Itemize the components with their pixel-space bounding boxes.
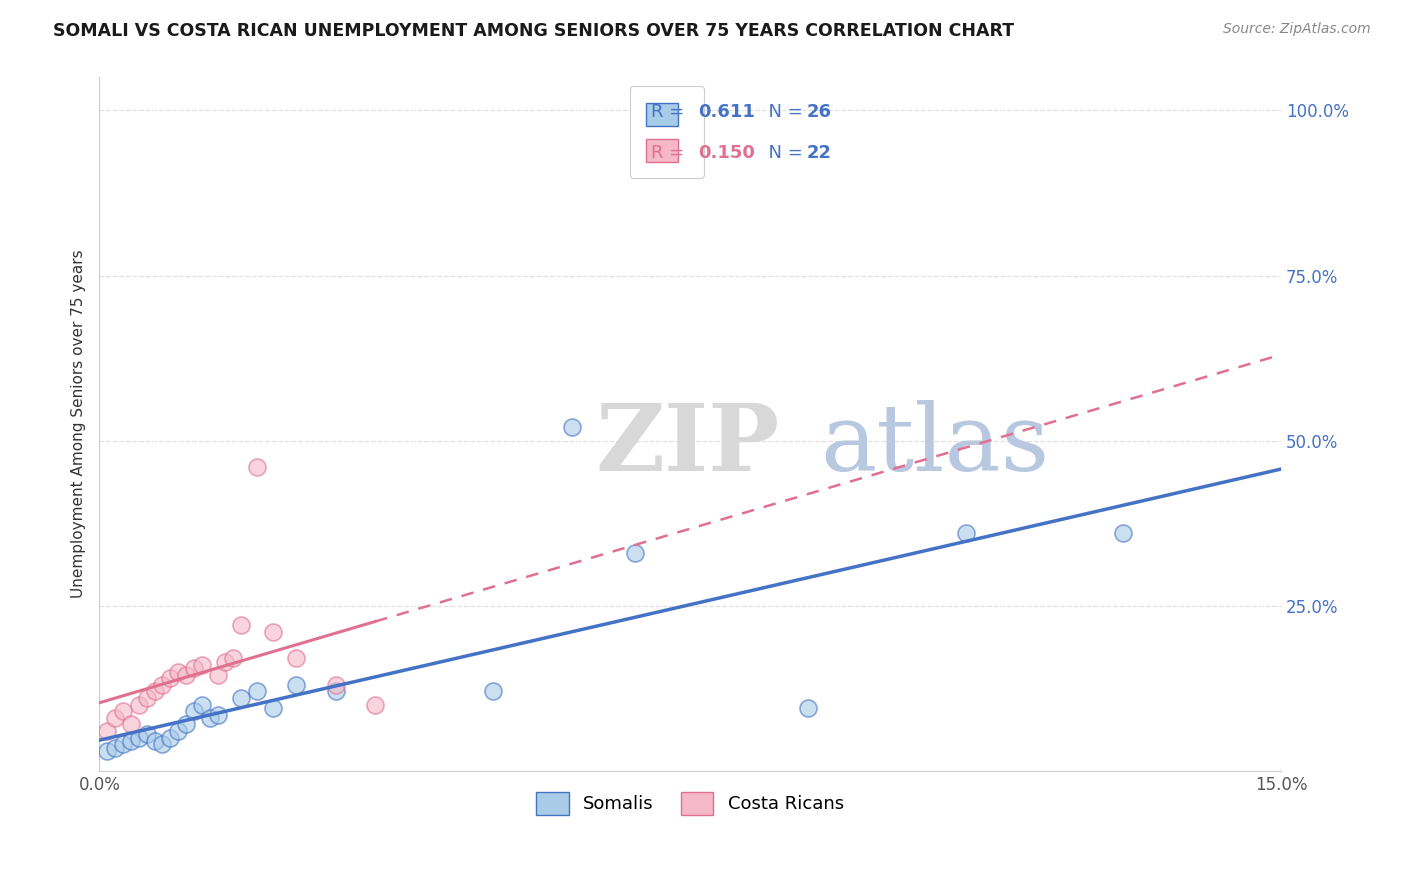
Point xyxy=(207,668,229,682)
Point xyxy=(159,671,181,685)
Point xyxy=(96,724,118,739)
Point xyxy=(112,704,135,718)
Point xyxy=(246,460,269,475)
Text: Source: ZipAtlas.com: Source: ZipAtlas.com xyxy=(1223,22,1371,37)
Point xyxy=(231,691,253,706)
Point xyxy=(159,731,181,745)
Point xyxy=(624,546,647,560)
Point xyxy=(128,731,150,745)
Point xyxy=(207,707,229,722)
Point xyxy=(183,704,205,718)
Text: 0.150: 0.150 xyxy=(697,145,755,162)
Point xyxy=(183,661,205,675)
Text: 0.611: 0.611 xyxy=(697,103,755,121)
Point xyxy=(120,717,142,731)
Point xyxy=(364,698,387,712)
Point xyxy=(561,420,583,434)
Point xyxy=(285,678,308,692)
Point xyxy=(191,658,214,673)
Point xyxy=(1112,526,1135,541)
Point xyxy=(104,740,127,755)
Point xyxy=(167,665,190,679)
Point xyxy=(325,684,347,698)
Text: 26: 26 xyxy=(807,103,831,121)
Text: ZIP: ZIP xyxy=(596,400,780,490)
Point xyxy=(955,526,977,541)
Point xyxy=(174,668,197,682)
Point xyxy=(231,618,253,632)
Point xyxy=(135,691,157,706)
Y-axis label: Unemployment Among Seniors over 75 years: Unemployment Among Seniors over 75 years xyxy=(72,250,86,599)
Point xyxy=(198,711,221,725)
Text: N =: N = xyxy=(756,145,808,162)
Point xyxy=(167,724,190,739)
Point xyxy=(285,651,308,665)
Point xyxy=(246,684,269,698)
Legend: Somalis, Costa Ricans: Somalis, Costa Ricans xyxy=(527,783,853,824)
Point xyxy=(325,678,347,692)
Text: N =: N = xyxy=(756,103,808,121)
Point xyxy=(135,727,157,741)
Point xyxy=(152,737,174,751)
Point xyxy=(174,717,197,731)
Point xyxy=(143,684,166,698)
Point xyxy=(262,625,284,640)
Text: R =: R = xyxy=(651,145,689,162)
Point xyxy=(112,737,135,751)
Point xyxy=(797,701,820,715)
Point xyxy=(191,698,214,712)
Point xyxy=(482,684,505,698)
Text: 22: 22 xyxy=(807,145,831,162)
Text: atlas: atlas xyxy=(820,400,1049,490)
Point xyxy=(104,711,127,725)
Point xyxy=(143,734,166,748)
Text: R =: R = xyxy=(651,103,689,121)
Point xyxy=(262,701,284,715)
Point xyxy=(128,698,150,712)
Point xyxy=(214,655,236,669)
Point xyxy=(222,651,245,665)
Point xyxy=(120,734,142,748)
Text: SOMALI VS COSTA RICAN UNEMPLOYMENT AMONG SENIORS OVER 75 YEARS CORRELATION CHART: SOMALI VS COSTA RICAN UNEMPLOYMENT AMONG… xyxy=(53,22,1015,40)
Point xyxy=(152,678,174,692)
Point xyxy=(96,744,118,758)
